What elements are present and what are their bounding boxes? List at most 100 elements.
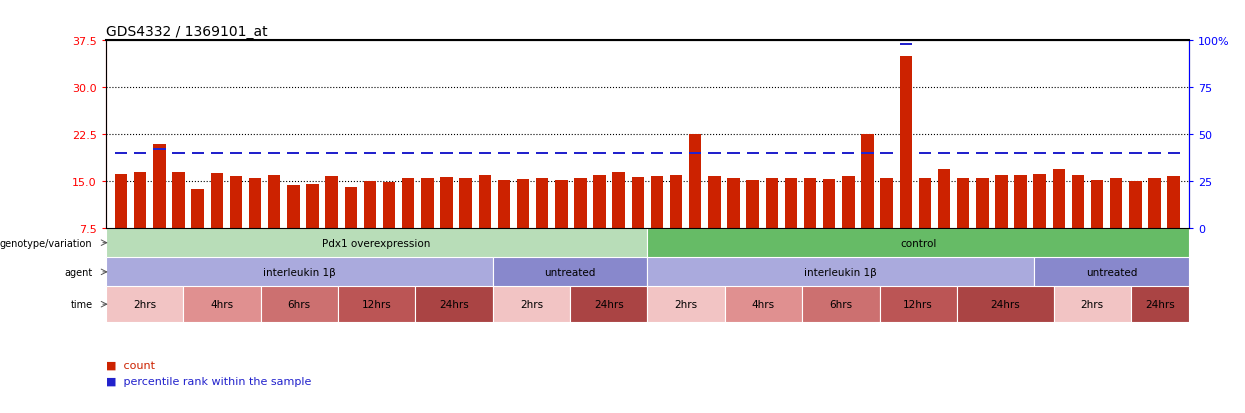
Bar <box>647 287 725 322</box>
Bar <box>383 152 395 155</box>
Bar <box>1072 176 1084 228</box>
Bar <box>570 287 647 322</box>
Bar <box>260 287 337 322</box>
Bar <box>688 135 701 228</box>
Text: agent: agent <box>65 267 92 277</box>
Bar <box>1015 152 1027 155</box>
Bar <box>1053 287 1130 322</box>
Bar <box>172 152 184 155</box>
Bar <box>690 152 701 155</box>
Bar <box>337 287 416 322</box>
Bar <box>230 152 242 155</box>
Bar <box>306 184 319 228</box>
Text: 2hrs: 2hrs <box>1081 299 1104 309</box>
Bar <box>1168 177 1180 228</box>
Bar <box>1111 152 1123 155</box>
Bar <box>1129 152 1142 155</box>
Bar <box>421 178 433 228</box>
Bar <box>1053 152 1064 155</box>
Bar <box>555 180 568 228</box>
Bar <box>517 152 529 155</box>
Bar <box>1130 287 1189 322</box>
Bar <box>153 149 166 151</box>
Bar <box>210 152 223 155</box>
Bar <box>115 152 127 155</box>
Bar <box>106 228 647 258</box>
Bar <box>153 144 166 228</box>
Bar <box>493 258 647 287</box>
Bar <box>1015 176 1027 228</box>
Text: interleukin 1β: interleukin 1β <box>804 267 878 277</box>
Bar <box>249 152 261 155</box>
Bar <box>880 152 893 155</box>
Bar <box>416 287 493 322</box>
Bar <box>106 258 493 287</box>
Bar <box>1148 178 1160 228</box>
Text: ■  count: ■ count <box>106 360 154 370</box>
Bar <box>106 287 183 322</box>
Bar <box>670 152 682 155</box>
Bar <box>183 287 260 322</box>
Bar <box>976 152 989 155</box>
Bar <box>134 152 147 155</box>
Bar <box>1148 152 1160 155</box>
Bar <box>459 178 472 228</box>
Bar <box>708 152 721 155</box>
Bar <box>937 169 950 228</box>
Bar <box>192 152 204 155</box>
Bar <box>594 176 606 228</box>
Bar <box>613 172 625 228</box>
Text: control: control <box>900 238 936 248</box>
Text: 24hrs: 24hrs <box>439 299 469 309</box>
Bar <box>842 152 854 155</box>
Bar <box>727 178 740 228</box>
Bar <box>1091 180 1103 228</box>
Bar <box>1091 152 1103 155</box>
Bar <box>249 178 261 228</box>
Bar <box>288 152 300 155</box>
Bar <box>1129 182 1142 228</box>
Text: 4hrs: 4hrs <box>210 299 234 309</box>
Bar <box>802 287 879 322</box>
Text: GDS4332 / 1369101_at: GDS4332 / 1369101_at <box>106 25 268 39</box>
Bar <box>493 287 570 322</box>
Bar <box>498 180 510 228</box>
Bar <box>441 152 453 155</box>
Bar <box>134 173 147 228</box>
Bar <box>995 152 1007 155</box>
Bar <box>325 152 337 155</box>
Bar <box>535 178 548 228</box>
Bar <box>957 152 970 155</box>
Bar <box>325 177 337 228</box>
Text: 2hrs: 2hrs <box>519 299 543 309</box>
Text: 4hrs: 4hrs <box>752 299 776 309</box>
Bar <box>766 178 778 228</box>
Bar <box>842 177 854 228</box>
Text: 6hrs: 6hrs <box>829 299 853 309</box>
Text: 2hrs: 2hrs <box>133 299 156 309</box>
Bar <box>382 183 395 228</box>
Bar <box>268 176 280 228</box>
Bar <box>823 152 835 155</box>
Bar <box>478 152 491 155</box>
Bar <box>976 178 989 228</box>
Bar <box>823 180 835 228</box>
Bar <box>345 152 357 155</box>
Bar <box>1033 174 1046 228</box>
Bar <box>288 185 300 228</box>
Bar <box>957 178 970 228</box>
Bar <box>555 152 568 155</box>
Bar <box>345 188 357 228</box>
Bar <box>459 152 472 155</box>
Text: 24hrs: 24hrs <box>990 299 1020 309</box>
Bar <box>1111 178 1123 228</box>
Bar <box>631 152 644 155</box>
Bar <box>747 152 758 155</box>
Text: 12hrs: 12hrs <box>904 299 933 309</box>
Text: 24hrs: 24hrs <box>1145 299 1175 309</box>
Text: genotype/variation: genotype/variation <box>0 238 92 248</box>
Bar <box>725 287 802 322</box>
Bar <box>574 152 586 155</box>
Bar <box>995 176 1007 228</box>
Bar <box>784 178 797 228</box>
